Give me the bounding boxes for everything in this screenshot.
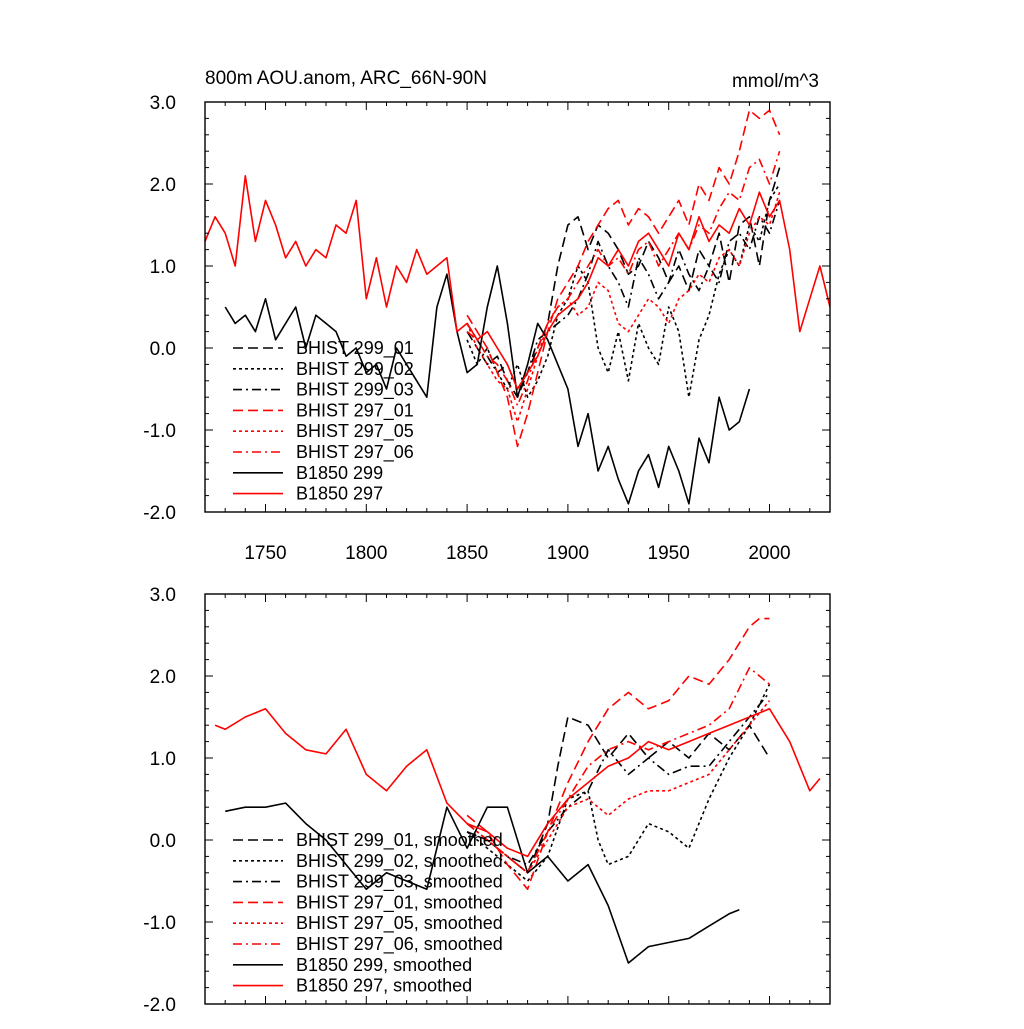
series-line-7 bbox=[224, 265, 751, 505]
legend-label: BHIST 299_02 bbox=[296, 359, 414, 380]
axis-ticks: -2.0 -1.0 0.0 1.0 2.0 3.0 bbox=[143, 585, 831, 1016]
series-line-2 bbox=[466, 183, 781, 398]
panel-bottom: -2.0 -1.0 0.0 1.0 2.0 3.0 BHIST 299_01, smoot… bbox=[143, 585, 831, 1016]
series-line-5 bbox=[466, 191, 781, 423]
series-line-8 bbox=[204, 175, 831, 390]
x-tick-label: 1850 bbox=[446, 543, 488, 564]
x-tick-label: 2000 bbox=[748, 543, 790, 564]
legend-label: BHIST 297_06 bbox=[296, 442, 414, 463]
legend-label: BHIST 297_05 bbox=[296, 421, 414, 442]
y-tick-label: -2.0 bbox=[143, 503, 176, 524]
series-line-4 bbox=[466, 109, 781, 448]
panel-top: -2.0 -1.0 0.0 1.0 2.0 3.0 1750 1800 1850 1900 1950… bbox=[143, 93, 831, 564]
legend-label: B1850 299 bbox=[296, 463, 383, 483]
series-line-2 bbox=[466, 683, 771, 882]
legend-label: BHIST 297_05, smoothed bbox=[296, 913, 503, 934]
legend-label: BHIST 299_03 bbox=[296, 380, 414, 401]
axis-ticks: -2.0 -1.0 0.0 1.0 2.0 3.0 1750 1800 1850 1900 1950… bbox=[143, 93, 831, 564]
series-line-5 bbox=[466, 700, 771, 874]
legend-label: BHIST 299_02, smoothed bbox=[296, 851, 503, 872]
y-tick-label: 2.0 bbox=[150, 667, 176, 688]
series-line-6 bbox=[466, 150, 781, 407]
legend-label: BHIST 299_01, smoothed bbox=[296, 830, 503, 851]
legend-label: BHIST 297_06, smoothed bbox=[296, 934, 503, 955]
y-tick-label: 3.0 bbox=[150, 585, 176, 606]
series-layer bbox=[204, 109, 831, 505]
series-line-8 bbox=[214, 708, 821, 858]
y-tick-label: -2.0 bbox=[143, 995, 176, 1016]
legend-label: B1850 297 bbox=[296, 484, 383, 504]
y-tick-label: 1.0 bbox=[150, 749, 176, 770]
series-line-1 bbox=[466, 716, 771, 874]
series-line-3 bbox=[466, 200, 781, 390]
series-line-1 bbox=[466, 167, 781, 398]
y-tick-label: 3.0 bbox=[150, 93, 176, 114]
series-line-7 bbox=[225, 802, 740, 964]
series-line-6 bbox=[466, 667, 771, 874]
y-tick-label: 0.0 bbox=[150, 339, 176, 360]
y-tick-label: 2.0 bbox=[150, 175, 176, 196]
x-tick-label: 1900 bbox=[547, 543, 589, 564]
series-layer bbox=[214, 617, 821, 964]
y-tick-label: -1.0 bbox=[143, 421, 176, 442]
legend-label: B1850 299, smoothed bbox=[296, 955, 472, 975]
chart-title: 800m AOU.anom, ARC_66N-90N bbox=[205, 68, 487, 89]
plot-frame bbox=[204, 593, 831, 1005]
legend-label: B1850 297, smoothed bbox=[296, 976, 472, 996]
y-tick-label: 1.0 bbox=[150, 257, 176, 278]
chart-units: mmol/m^3 bbox=[732, 71, 819, 92]
series-line-4 bbox=[466, 617, 770, 890]
legend-label: BHIST 297_01 bbox=[296, 400, 414, 421]
legend-label: BHIST 299_01 bbox=[296, 338, 414, 359]
series-line-3 bbox=[466, 691, 771, 866]
x-tick-label: 1750 bbox=[244, 543, 286, 564]
y-tick-label: -1.0 bbox=[143, 913, 176, 934]
y-tick-label: 0.0 bbox=[150, 831, 176, 852]
x-tick-label: 1950 bbox=[648, 543, 690, 564]
x-tick-label: 1800 bbox=[345, 543, 387, 564]
plot-frame bbox=[204, 101, 831, 513]
legend-label: BHIST 297_01, smoothed bbox=[296, 892, 503, 913]
legend-label: BHIST 299_03, smoothed bbox=[296, 872, 503, 893]
